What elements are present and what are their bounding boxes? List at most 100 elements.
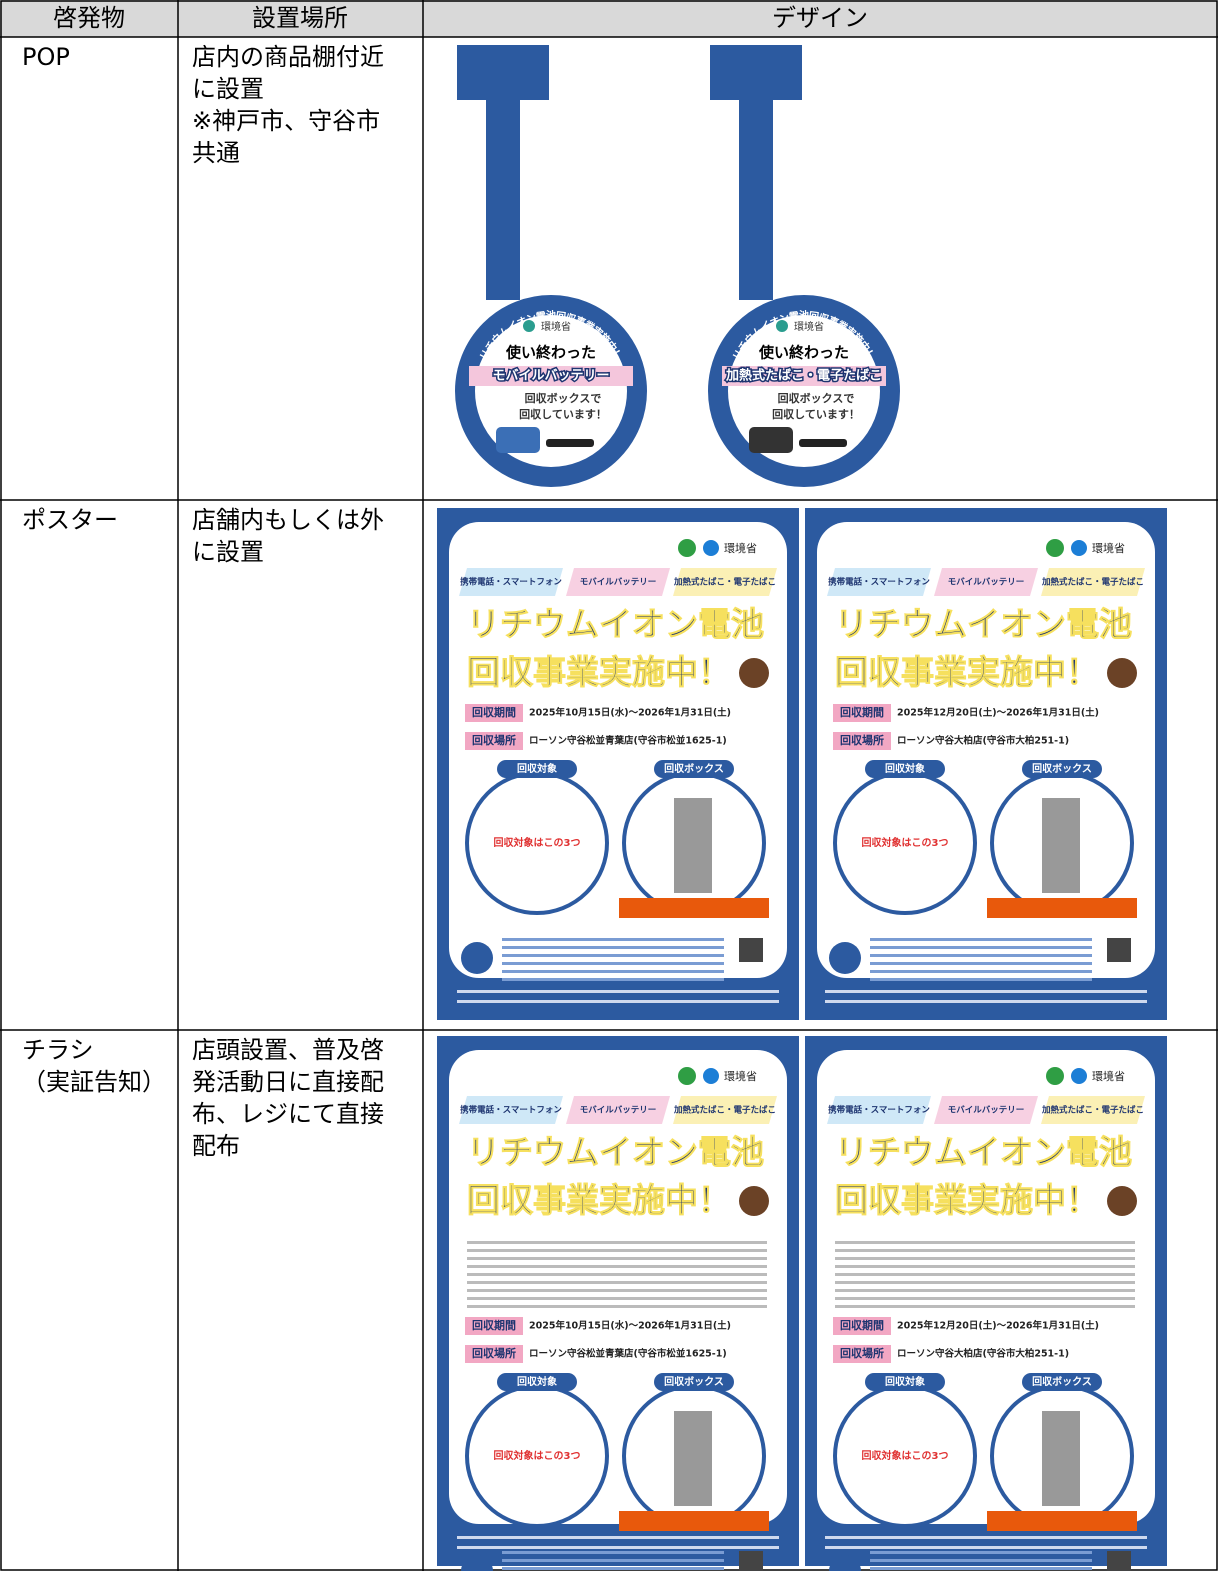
poster-circle-label: 回収対象 — [885, 762, 925, 775]
cell-text: に設置 — [192, 75, 264, 103]
pop-device — [799, 439, 847, 447]
notice-badge — [461, 942, 493, 974]
poster-info: 2025年12月20日(土)～2026年1月31日(土) — [897, 707, 1099, 719]
notice-line — [502, 954, 724, 957]
label-background — [465, 732, 523, 750]
label-background — [865, 760, 945, 778]
tag-background — [934, 568, 1038, 596]
label-background — [833, 1317, 891, 1335]
poster-label: 回収期間 — [840, 1318, 884, 1332]
notice-banner — [619, 1511, 769, 1531]
pop-text: 回収ボックスで — [525, 391, 602, 405]
notice-line — [870, 946, 1092, 949]
cell-text: チラシ — [22, 1036, 94, 1064]
logo-mark — [776, 320, 788, 332]
poster-title: 回収事業実施中！ — [467, 1181, 731, 1220]
poster-title: 回収事業実施中！ — [467, 653, 731, 692]
poster-label: 回収場所 — [472, 1346, 516, 1360]
poster-circle-label: 回収ボックス — [664, 762, 724, 775]
paragraph-line — [835, 1265, 1135, 1268]
paragraph-line — [835, 1241, 1135, 1244]
mascot — [1107, 658, 1137, 688]
logo-mark — [523, 320, 535, 332]
poster-circle-label: 回収対象 — [885, 1375, 925, 1388]
collection-box — [674, 798, 712, 893]
mascot — [739, 1186, 769, 1216]
poster-title: リチウムイオン電池 — [835, 1133, 1132, 1172]
poster-label: 回収期間 — [840, 705, 884, 719]
poster-label: 回収期間 — [472, 705, 516, 719]
poster-info: ローソン守谷大柏店(守谷市大柏251-1) — [897, 1348, 1069, 1360]
poster-tag: 携帯電話・スマートフォン — [460, 577, 562, 588]
poster-info: 2025年10月15日(水)～2026年1月31日(土) — [529, 707, 731, 719]
paragraph-line — [835, 1297, 1135, 1300]
column-header: デザイン — [772, 4, 868, 32]
label-background — [865, 1373, 945, 1391]
logo-mark — [1046, 1067, 1064, 1085]
logo-mark — [678, 1067, 696, 1085]
tag-background — [827, 568, 931, 596]
poster-tag: モバイルバッテリー — [580, 577, 657, 588]
poster-tag: 加熱式たばこ・電子たばこ — [1041, 577, 1144, 588]
logo-mark — [678, 539, 696, 557]
paragraph-line — [467, 1273, 767, 1276]
poster-tag: 加熱式たばこ・電子たばこ — [673, 577, 776, 588]
label-background — [833, 1345, 891, 1363]
cell-text: 共通 — [192, 139, 240, 167]
pop-device — [546, 439, 594, 447]
poster-label: 回収場所 — [840, 733, 884, 747]
footer-line — [457, 1546, 779, 1549]
mascot — [739, 658, 769, 688]
poster-circle-label: 回収対象 — [517, 1375, 557, 1388]
notice-line — [870, 962, 1092, 965]
notice-line — [870, 970, 1092, 973]
poster-note: 回収対象はこの3つ — [494, 1449, 581, 1462]
poster-tag: 加熱式たばこ・電子たばこ — [1041, 1105, 1144, 1116]
pop-text: 回収ボックスで — [778, 391, 855, 405]
notice-badge — [829, 1555, 861, 1571]
pop-highlight — [469, 366, 633, 386]
column-header: 設置場所 — [252, 4, 348, 32]
cell-text: 店頭設置、普及啓 — [192, 1036, 384, 1064]
poster-tag: 携帯電話・スマートフォン — [828, 1105, 930, 1116]
poster-circle-label: 回収対象 — [517, 762, 557, 775]
notice-line — [870, 954, 1092, 957]
poster-info: 2025年12月20日(土)～2026年1月31日(土) — [897, 1320, 1099, 1332]
paragraph-line — [467, 1289, 767, 1292]
notice-badge — [461, 1555, 493, 1571]
logo-mark — [703, 540, 719, 556]
notice-banner — [987, 1511, 1137, 1531]
collection-box — [1042, 798, 1080, 893]
label-background — [1022, 760, 1102, 778]
poster-tag: モバイルバッテリー — [580, 1105, 657, 1116]
tag-background — [827, 1096, 931, 1124]
pop-top — [457, 45, 549, 100]
notice-line — [502, 1559, 724, 1562]
label-background — [465, 1317, 523, 1335]
tag-background — [1041, 568, 1145, 596]
paragraph-line — [467, 1265, 767, 1268]
tag-background — [459, 1096, 563, 1124]
poster-logo: 環境省 — [724, 1069, 757, 1083]
paragraph-line — [835, 1257, 1135, 1260]
notice-line — [870, 1567, 1092, 1570]
pop-logo: 環境省 — [541, 320, 571, 333]
collection-box — [674, 1411, 712, 1506]
label-background — [654, 1373, 734, 1391]
paragraph-line — [835, 1289, 1135, 1292]
column-header: 啓発物 — [53, 4, 125, 32]
notice-banner — [619, 898, 769, 918]
poster-title: 回収事業実施中！ — [835, 1181, 1099, 1220]
tag-background — [566, 1096, 670, 1124]
poster-info: ローソン守谷松並青葉店(守谷市松並1625-1) — [529, 735, 727, 747]
footer-line — [825, 1536, 1147, 1539]
tag-background — [1041, 1096, 1145, 1124]
logo-mark — [1071, 1068, 1087, 1084]
poster-title: リチウムイオン電池 — [835, 605, 1132, 644]
cell-text: ※神戸市、守谷市 — [192, 107, 380, 135]
poster-note: 回収対象はこの3つ — [862, 1449, 949, 1462]
paragraph-line — [835, 1281, 1135, 1284]
footer-line — [825, 990, 1147, 993]
pop-item: モバイルバッテリー — [492, 369, 609, 384]
poster-info: ローソン守谷松並青葉店(守谷市松並1625-1) — [529, 1348, 727, 1360]
